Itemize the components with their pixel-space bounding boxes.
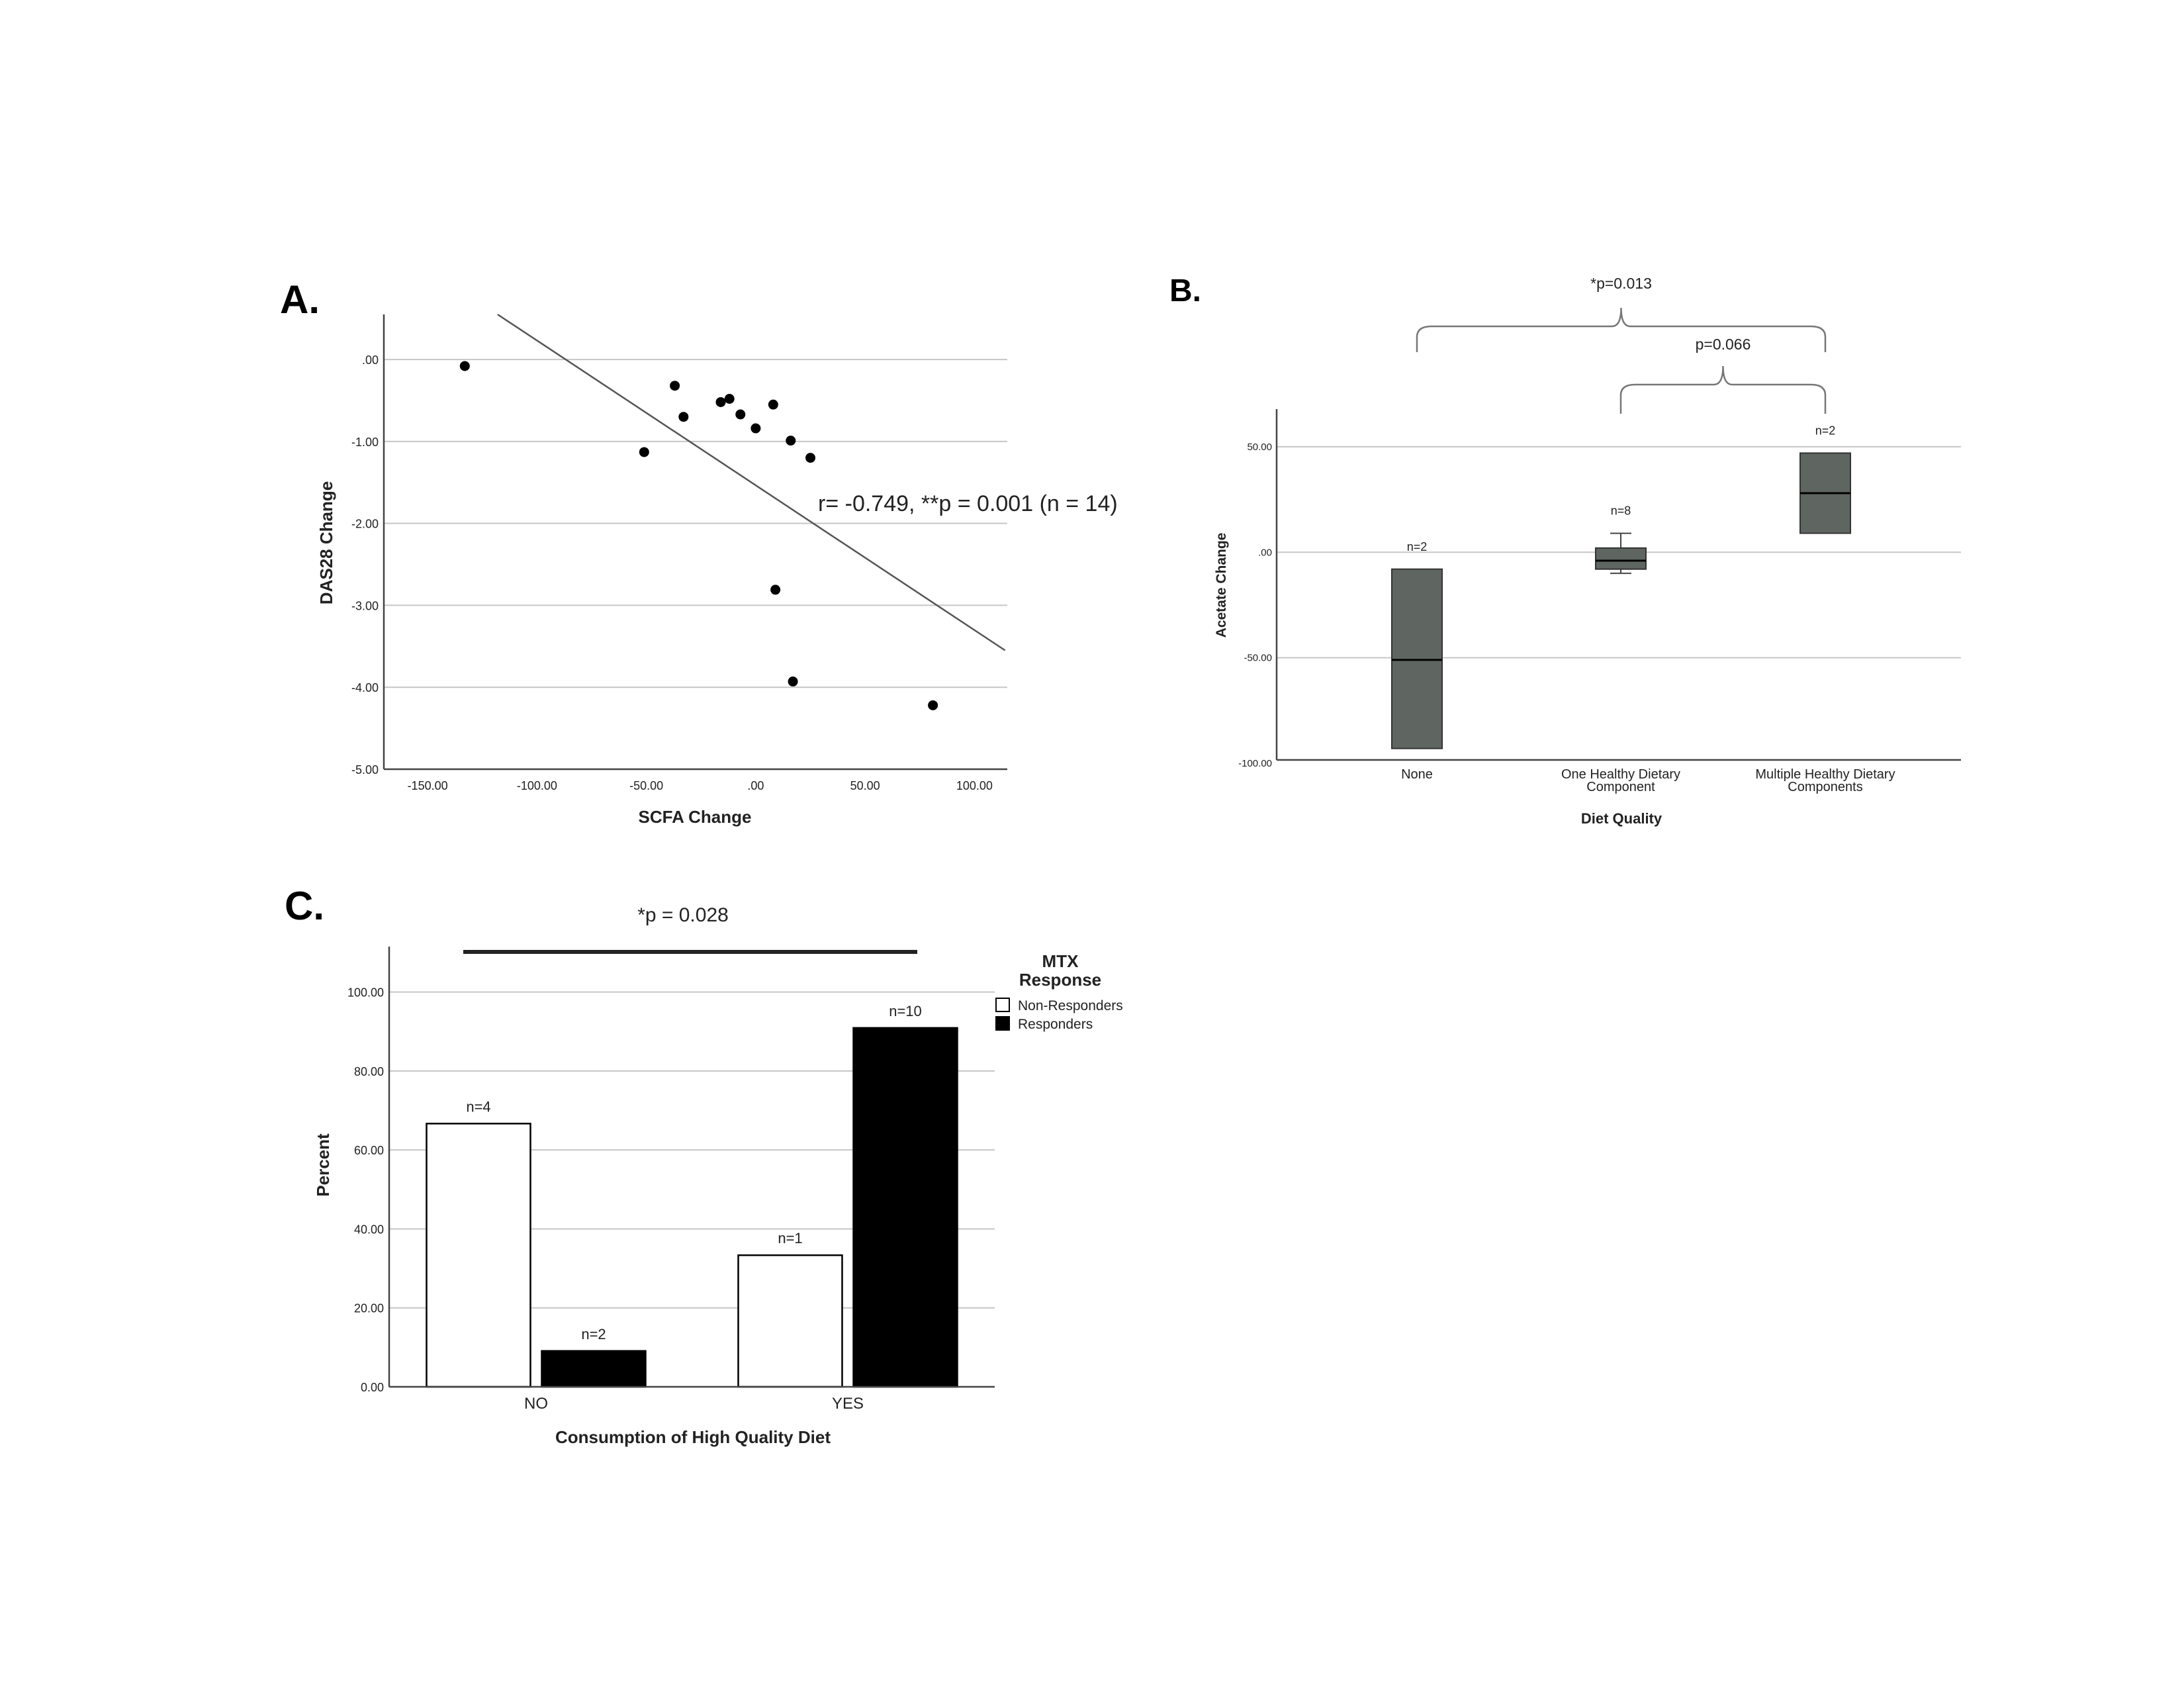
panel-a-x-axis-label: SCFA Change <box>639 807 752 827</box>
panel-c-bar-n-label: n=2 <box>581 1326 606 1342</box>
panel-a-y-tick-label: -3.00 <box>351 599 379 612</box>
panel-b-x-tick-label: Components <box>1788 780 1862 794</box>
legend-title-line-2: Response <box>1019 970 1101 990</box>
panel-b-y-tick-label: -100.00 <box>1238 758 1272 769</box>
panel-c-y-tick-label: 80.00 <box>354 1065 384 1078</box>
panel-a-scatter: A. .00-1.00-2.00-3.00-4.00-5.00 -150.00-… <box>280 277 1118 827</box>
panel-c-x-tick-label: NO <box>524 1395 548 1413</box>
panel-a-data-point <box>770 585 781 595</box>
panel-c-bar-n-label: n=1 <box>778 1230 802 1246</box>
panel-a-data-point <box>786 436 796 446</box>
panel-b-n-label: n=2 <box>1815 424 1836 437</box>
panel-a-y-tick-label: -1.00 <box>351 436 379 449</box>
panel-b-comparison-brackets: *p=0.013 p=0.066 <box>1416 275 1827 414</box>
panel-a-data-point <box>670 381 680 391</box>
panel-b-label: B. <box>1169 273 1201 308</box>
legend-swatch-non-responders <box>995 998 1010 1012</box>
panel-b-boxes: n=2 n=8 n=2 <box>1391 424 1851 749</box>
panel-a-y-axis-label: DAS28 Change <box>316 481 336 604</box>
panel-c-bar-responders <box>852 1027 958 1388</box>
panel-c-y-tick-label: 20.00 <box>354 1302 384 1315</box>
panel-c-x-axis-label: Consumption of High Quality Diet <box>555 1427 831 1447</box>
panel-b-x-tick-label: One Healthy Dietary <box>1561 767 1680 782</box>
panel-c-y-tick-label: 0.00 <box>361 1381 384 1394</box>
panel-a-x-tick-label: -100.00 <box>517 779 557 792</box>
panel-c-bar-n-label: n=4 <box>466 1098 490 1115</box>
panel-b-box <box>1595 547 1647 570</box>
panel-a-y-tick-label: -2.00 <box>351 518 379 531</box>
panel-a-data-point <box>768 399 778 410</box>
panel-a-data-point <box>639 447 649 457</box>
panel-c-y-tick-labels: 0.00 20.00 40.00 60.00 80.00 100.00 <box>347 986 384 1394</box>
panel-a-y-tick-label: .00 <box>362 353 379 367</box>
panel-a-gridlines <box>384 359 1007 688</box>
panel-a-x-tick-labels: -150.00 -100.00 -50.00 .00 50.00 100.00 <box>408 779 993 792</box>
panel-c-y-axis-label: Percent <box>313 1133 333 1197</box>
panel-a-y-tick-label: -5.00 <box>351 763 379 776</box>
panel-a-data-point <box>805 453 816 463</box>
panel-a-y-tick-label: -4.00 <box>351 681 379 694</box>
panel-c-bar-n-label: n=10 <box>889 1003 922 1019</box>
panel-c-legend: MTX Response Non-Responders Responders <box>995 951 1123 1032</box>
panel-a-x-tick-label: .00 <box>747 779 764 792</box>
panel-c-bar-chart: C. *p = 0.028 n=4 n=1 n=2 n=10 0.00 20.00 40.… <box>285 884 1123 1447</box>
panel-c-x-tick-label: YES <box>832 1395 864 1413</box>
panel-c-bar-non-responders <box>426 1123 531 1388</box>
panel-a-data-point <box>751 423 761 434</box>
panel-b-box <box>1391 568 1443 749</box>
panel-a-data-point <box>928 700 938 710</box>
panel-b-bracket-label: *p=0.013 <box>1590 275 1652 292</box>
panel-a-label: A. <box>280 277 320 322</box>
panel-b-x-tick-label: Multiple Healthy Dietary <box>1755 767 1895 782</box>
panel-a-data-point <box>724 393 735 404</box>
panel-b-bracket <box>1619 365 1827 414</box>
panel-b-x-tick-label: None <box>1401 767 1433 782</box>
panel-a-data-point <box>715 397 726 407</box>
panel-b-x-axis-label: Diet Quality <box>1581 810 1662 827</box>
panel-b-y-axis-label: Acetate Change <box>1214 533 1229 638</box>
panel-a-correlation-annotation: r= -0.749, **p = 0.001 (n = 14) <box>818 491 1118 516</box>
panel-c-bar-responders <box>541 1350 647 1388</box>
panel-c-bars: n=4 n=1 n=2 n=10 <box>426 1003 958 1388</box>
panel-b-y-tick-label: .00 <box>1258 547 1272 558</box>
panel-a-x-tick-label: 50.00 <box>850 779 880 792</box>
legend-title-line-1: MTX <box>1042 951 1079 971</box>
panel-c-significance-label: *p = 0.028 <box>637 904 729 926</box>
panel-b-bracket <box>1416 307 1827 352</box>
panel-c-y-tick-label: 60.00 <box>354 1144 384 1157</box>
panel-c-label: C. <box>285 884 324 928</box>
panel-a-data-point <box>735 409 746 420</box>
panel-c-y-tick-label: 40.00 <box>354 1223 384 1236</box>
legend-label-non-responders: Non-Responders <box>1018 998 1123 1013</box>
panel-a-x-tick-label: 100.00 <box>956 779 993 792</box>
panel-b-y-tick-labels: 50.00 .00 -50.00 -100.00 <box>1238 442 1272 769</box>
panel-a-x-tick-label: -50.00 <box>629 779 663 792</box>
panel-c-bar-non-responders <box>737 1254 843 1388</box>
panel-c-x-tick-labels: NO YES <box>524 1395 864 1413</box>
panel-c-y-tick-label: 100.00 <box>347 986 384 1000</box>
panel-b-y-tick-label: -50.00 <box>1244 653 1272 664</box>
panel-a-points <box>459 361 938 710</box>
panel-a-y-tick-labels: .00 -1.00 -2.00 -3.00 -4.00 -5.00 <box>351 353 379 776</box>
panel-a-fit-line <box>497 313 1006 651</box>
legend-swatch-responders <box>995 1016 1010 1031</box>
panel-b-n-label: n=8 <box>1611 504 1631 518</box>
panel-a-data-point <box>459 361 470 371</box>
panel-a-x-tick-label: -150.00 <box>408 779 448 792</box>
panel-b-bracket-label: p=0.066 <box>1696 336 1751 353</box>
panel-a-data-point <box>788 677 798 687</box>
panel-b-y-tick-label: 50.00 <box>1247 442 1272 453</box>
panel-b-n-label: n=2 <box>1407 540 1428 553</box>
panel-b-x-tick-label: Component <box>1586 780 1655 794</box>
panel-b-boxplot: B. 50.00 .00 -50.00 -100.00 n=2 n=8 n=2 None O… <box>1169 273 1961 827</box>
legend-label-responders: Responders <box>1018 1017 1093 1032</box>
panel-a-data-point <box>678 412 689 422</box>
